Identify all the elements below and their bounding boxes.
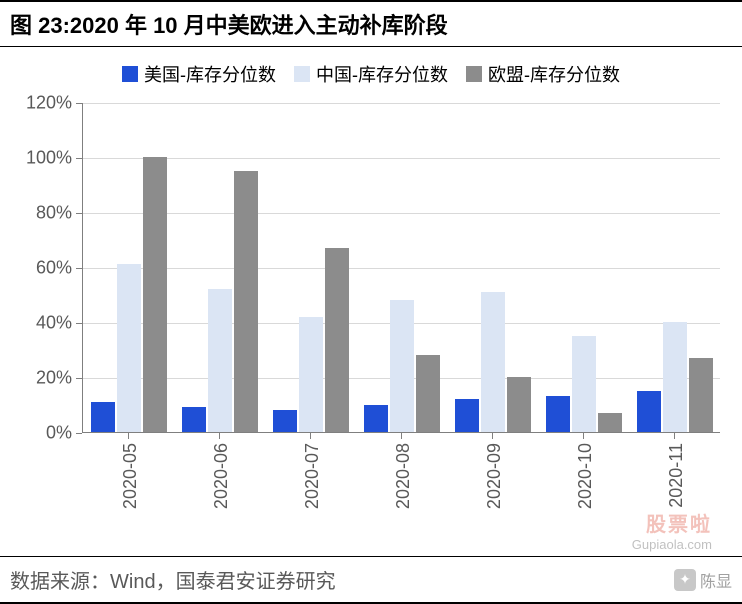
grid-line [83, 268, 720, 269]
legend-label: 美国-库存分位数 [144, 61, 276, 87]
bar-group [455, 292, 531, 432]
y-tick-label: 60% [12, 258, 72, 279]
bar-group [546, 336, 622, 432]
x-tick-label: 2020-06 [211, 443, 232, 509]
watermark-line2: Gupiaola.com [632, 537, 712, 552]
y-tick-mark [76, 213, 82, 214]
bar-group [91, 157, 167, 432]
legend-label: 欧盟-库存分位数 [488, 61, 620, 87]
chart-title: 图 23:2020 年 10 月中美欧进入主动补库阶段 [0, 0, 742, 47]
chart-area: 0% 20% 40% 60% 80% 100% 120% 2020-05 2020-06 202… [12, 93, 730, 523]
legend-label: 中国-库存分位数 [316, 61, 448, 87]
x-tick-mark [583, 433, 584, 439]
y-tick-mark [76, 158, 82, 159]
legend-item-eu: 欧盟-库存分位数 [466, 61, 620, 87]
bar [689, 358, 713, 432]
x-tick-label: 2020-10 [575, 443, 596, 509]
bar [598, 413, 622, 432]
bar [663, 322, 687, 432]
bar [299, 317, 323, 433]
plot-area [82, 103, 720, 433]
x-tick-label: 2020-09 [484, 443, 505, 509]
y-tick-mark [76, 433, 82, 434]
grid-line [83, 103, 720, 104]
bar [637, 391, 661, 432]
y-tick-mark [76, 103, 82, 104]
y-tick-mark [76, 268, 82, 269]
legend: 美国-库存分位数 中国-库存分位数 欧盟-库存分位数 [0, 47, 742, 93]
bar-group [273, 248, 349, 432]
x-tick-label: 2020-07 [302, 443, 323, 509]
bar [117, 264, 141, 432]
bar [364, 405, 388, 433]
y-tick-label: 40% [12, 313, 72, 334]
y-tick-label: 120% [12, 93, 72, 114]
legend-swatch [122, 66, 138, 82]
bar [182, 407, 206, 432]
y-tick-label: 80% [12, 203, 72, 224]
x-tick-label: 2020-08 [393, 443, 414, 509]
x-tick-mark [492, 433, 493, 439]
x-tick-mark [310, 433, 311, 439]
bar [208, 289, 232, 432]
legend-item-us: 美国-库存分位数 [122, 61, 276, 87]
x-tick-mark [219, 433, 220, 439]
bar [273, 410, 297, 432]
grid-line [83, 158, 720, 159]
bar [390, 300, 414, 432]
footer: 数据来源：Wind，国泰君安证券研究 ✦ 陈显 [0, 556, 742, 604]
wechat-text: 陈显 [700, 568, 732, 592]
source-label: 数据来源：Wind，国泰君安证券研究 [10, 565, 336, 594]
bar [416, 355, 440, 432]
wechat-icon: ✦ [674, 569, 696, 591]
bar [455, 399, 479, 432]
x-tick-mark [128, 433, 129, 439]
bar-group [364, 300, 440, 432]
y-tick-mark [76, 378, 82, 379]
y-tick-label: 100% [12, 148, 72, 169]
y-tick-mark [76, 323, 82, 324]
bar [234, 171, 258, 432]
bar [572, 336, 596, 432]
bar [143, 157, 167, 432]
x-tick-mark [401, 433, 402, 439]
legend-swatch [466, 66, 482, 82]
bar [91, 402, 115, 432]
y-tick-label: 20% [12, 368, 72, 389]
legend-item-cn: 中国-库存分位数 [294, 61, 448, 87]
bar-group [637, 322, 713, 432]
bar [507, 377, 531, 432]
x-tick-label: 2020-05 [120, 443, 141, 509]
bar [325, 248, 349, 432]
bar [481, 292, 505, 432]
legend-swatch [294, 66, 310, 82]
x-tick-label: 2020-11 [666, 443, 687, 508]
x-tick-mark [674, 433, 675, 439]
grid-line [83, 213, 720, 214]
bar [546, 396, 570, 432]
bar-group [182, 171, 258, 432]
wechat-tag: ✦ 陈显 [674, 568, 732, 592]
y-tick-label: 0% [12, 423, 72, 444]
